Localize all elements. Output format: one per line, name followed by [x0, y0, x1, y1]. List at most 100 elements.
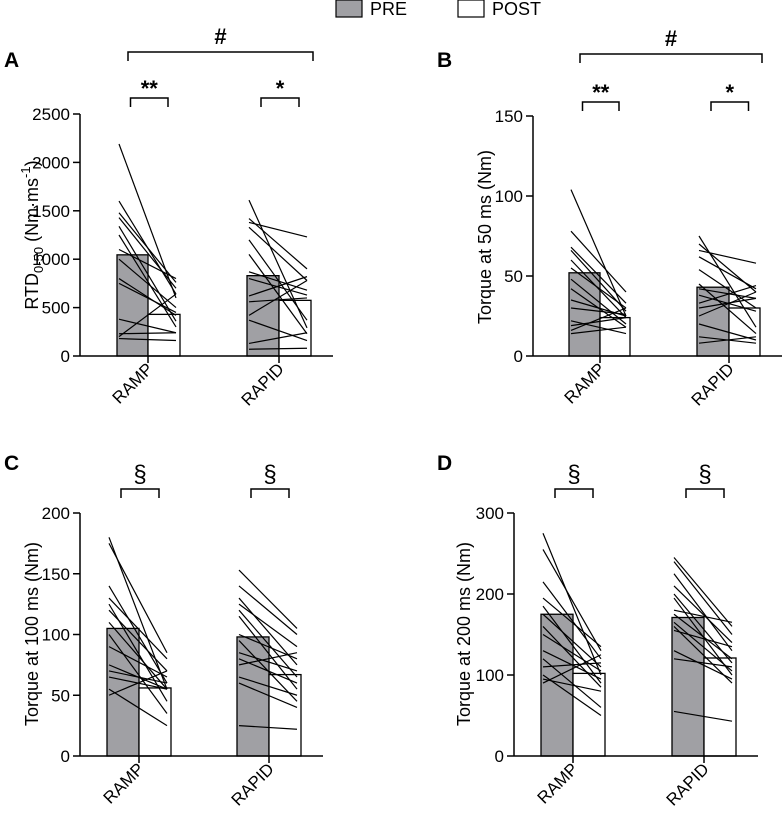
- y-label-sub: 0-50: [31, 247, 46, 273]
- x-tick-label: RAMP: [109, 359, 157, 407]
- subject-line: [542, 597, 602, 648]
- subject-line: [542, 662, 602, 668]
- bar-post-ramp: [138, 687, 172, 757]
- panel-c: C Torque at 100 ms (Nm) 0 50 100 150 200 RAMP…: [4, 452, 323, 810]
- significance-bracket: [554, 488, 594, 498]
- subject-line: [698, 288, 757, 299]
- y-tick-label: 200: [42, 504, 70, 523]
- y-axis-label: RTD0-50 (Nm·ms-1): [18, 160, 46, 309]
- legend-label-pre: PRE: [370, 0, 407, 19]
- legend-label-post: POST: [492, 0, 541, 19]
- panel-letter: D: [437, 452, 452, 475]
- subject-line: [248, 254, 308, 335]
- y-tick-label: 0: [495, 747, 504, 766]
- subject-line: [248, 319, 308, 342]
- x-tick-label: RAPID: [688, 359, 738, 409]
- subject-line: [248, 271, 308, 291]
- subject-line: [108, 688, 168, 727]
- subject-line: [248, 332, 308, 345]
- y-tick-label: 1000: [32, 250, 70, 269]
- subject-line: [118, 282, 177, 313]
- subject-line: [673, 561, 733, 635]
- significance-label: §: [263, 461, 276, 488]
- x-tick-label: RAPID: [663, 759, 713, 809]
- subject-line: [698, 243, 757, 293]
- subject-line: [698, 285, 757, 304]
- subject-line: [108, 609, 168, 672]
- subject-line: [118, 217, 177, 289]
- y-label-main: RTD: [22, 273, 42, 310]
- subject-line: [248, 347, 308, 350]
- subject-line: [118, 332, 177, 335]
- y-tick-label: 150: [42, 565, 70, 584]
- subject-line: [118, 293, 177, 338]
- x-tick-label: RAMP: [534, 759, 582, 807]
- subject-line: [542, 625, 602, 688]
- y-tick-label: 200: [476, 585, 504, 604]
- subject-line: [542, 658, 602, 708]
- x-tick-label: RAMP: [100, 759, 148, 807]
- y-tick-label: 100: [495, 187, 523, 206]
- significance-bracket: [127, 51, 314, 61]
- subject-line: [542, 533, 602, 676]
- significance-label: *: [725, 80, 734, 105]
- subject-line: [248, 226, 308, 281]
- subject-line: [673, 658, 733, 668]
- y-label-sup: -1: [18, 166, 33, 178]
- subject-line: [698, 283, 757, 335]
- y-tick-label: 1500: [32, 202, 70, 221]
- y-axis-label: Torque at 200 ms (Nm): [454, 542, 474, 726]
- subject-line: [698, 291, 757, 317]
- bar-post-ramp: [147, 313, 181, 357]
- y-tick-label: 0: [61, 747, 70, 766]
- bar-post-rapid: [268, 673, 302, 757]
- bar-pre-rapid: [671, 616, 705, 757]
- y-tick-label: 50: [51, 686, 70, 705]
- subject-line: [238, 682, 298, 708]
- subject-line: [570, 189, 627, 317]
- subject-line: [570, 320, 627, 335]
- y-tick-label: 500: [42, 299, 70, 318]
- subject-line: [108, 670, 168, 684]
- subject-line: [698, 256, 757, 290]
- subject-line: [570, 307, 627, 315]
- subject-line: [698, 235, 757, 328]
- subject-line: [673, 629, 733, 648]
- significance-label: #: [214, 24, 226, 49]
- y-tick-label: 0: [61, 347, 70, 366]
- x-tick-label: RAPID: [238, 359, 288, 409]
- subject-line: [248, 239, 308, 321]
- subject-line: [118, 234, 177, 328]
- subject-line: [248, 279, 308, 316]
- subject-line: [108, 634, 168, 714]
- subject-line: [570, 317, 627, 327]
- subject-line: [238, 676, 298, 696]
- significance-bracket: [710, 101, 750, 111]
- subject-line: [542, 654, 602, 684]
- subject-line: [673, 621, 733, 672]
- legend-swatch-post: [457, 0, 485, 18]
- subject-line: [542, 633, 602, 672]
- significance-bracket: [581, 101, 620, 111]
- subject-line: [542, 581, 602, 660]
- subject-line: [698, 249, 757, 264]
- y-tick-label: 300: [476, 504, 504, 523]
- y-label-end: ): [22, 160, 42, 166]
- y-label-rest: (Nm·ms: [22, 178, 42, 247]
- subject-line: [673, 573, 733, 652]
- significance-label: *: [276, 76, 285, 101]
- subject-line: [248, 297, 308, 303]
- significance-bracket: [579, 53, 763, 63]
- subject-line: [542, 678, 602, 692]
- x-tick-label: RAPID: [228, 759, 278, 809]
- subject-line: [698, 269, 757, 309]
- legend-swatch-pre: [335, 0, 363, 18]
- significance-label: §: [698, 461, 711, 488]
- y-tick-label: 50: [504, 267, 523, 286]
- subject-line: [542, 674, 602, 716]
- subject-line: [118, 143, 177, 299]
- subject-line: [108, 670, 168, 696]
- significance-label: **: [141, 76, 159, 101]
- subject-line: [698, 336, 757, 344]
